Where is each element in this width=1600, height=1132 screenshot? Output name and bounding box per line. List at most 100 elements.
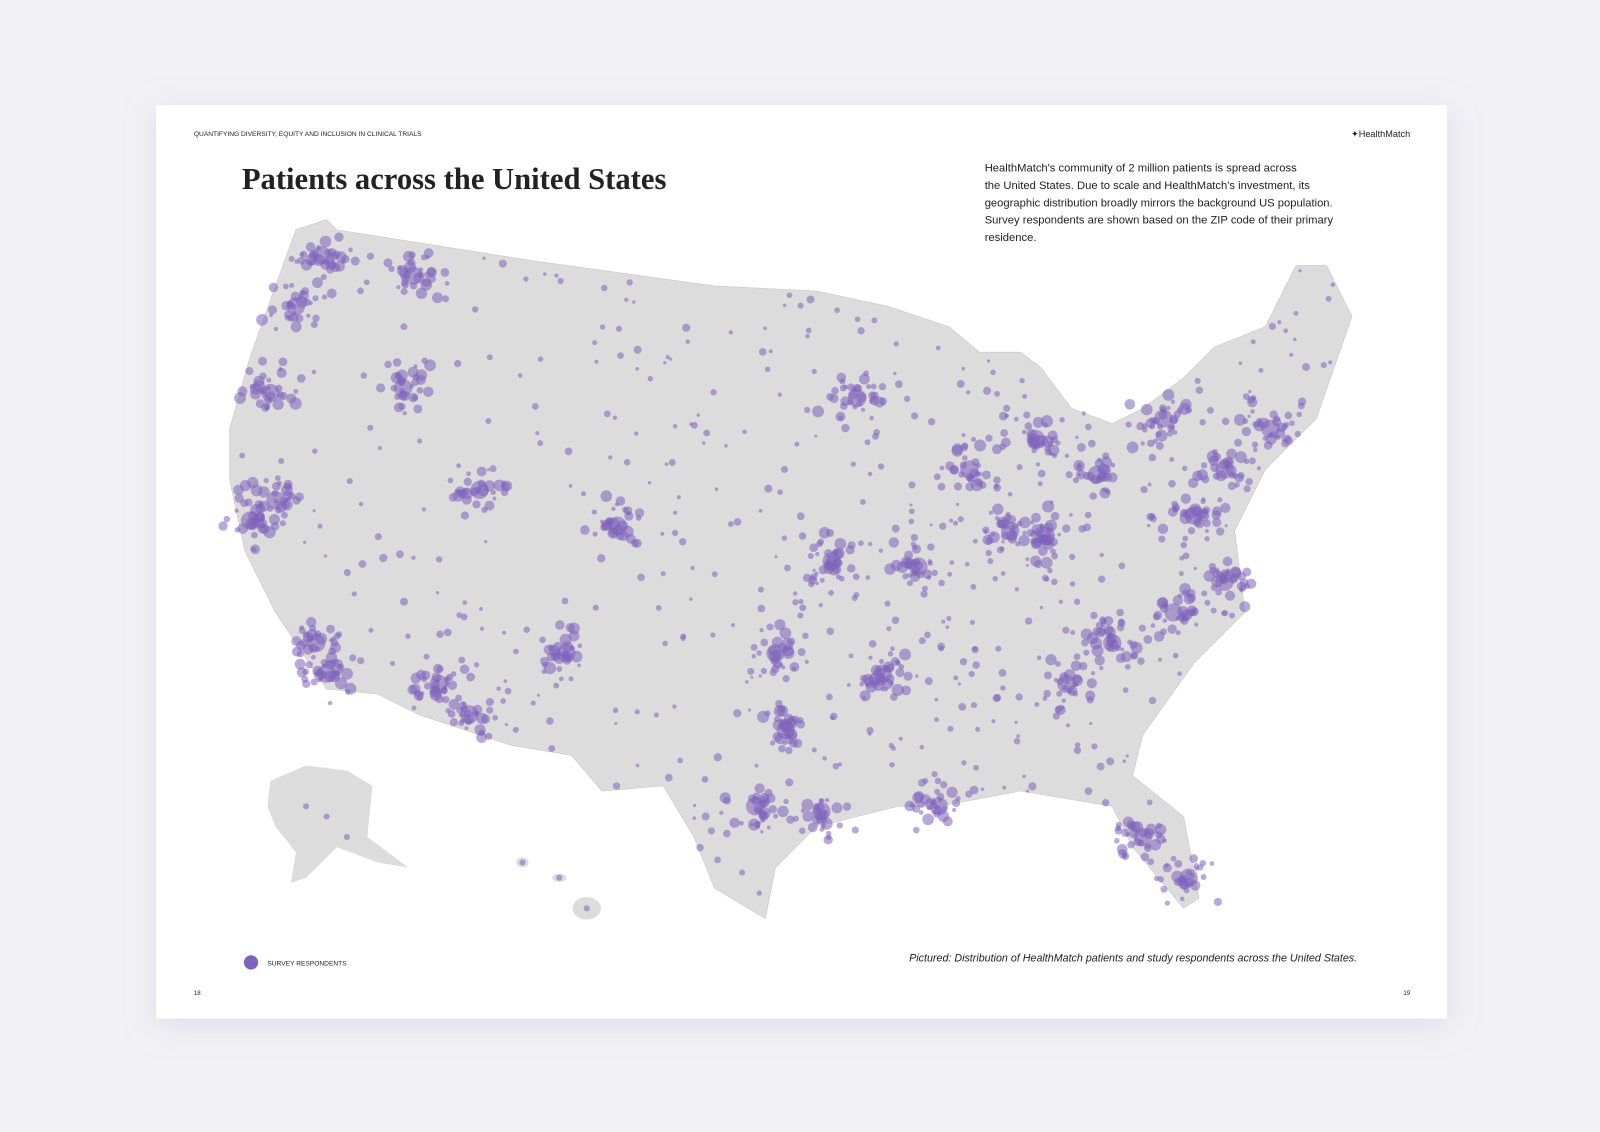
respondent-dot [442,295,450,303]
respondent-dot [1221,417,1230,426]
respondent-dot [328,638,334,643]
respondent-dot [848,653,854,659]
respondent-dot [911,412,919,420]
respondent-dot [1130,652,1137,660]
respondent-dot [672,704,677,709]
respondent-dot [758,674,762,678]
respondent-dot [924,677,933,686]
respondent-dot [750,643,758,651]
respondent-dot [1140,486,1148,494]
respondent-dot [416,387,424,394]
respondent-dot [460,613,468,621]
respondent-dot [1053,677,1059,683]
respondent-dot [692,816,697,820]
respondent-dot [266,491,285,510]
respondent-dot [1122,759,1127,764]
respondent-dot [484,539,488,544]
respondent-dot [785,746,793,755]
respondent-dot [1242,567,1252,577]
respondent-dot [1122,853,1128,859]
respondent-dot [580,525,590,535]
respondent-dot [258,486,270,498]
respondent-dot [307,633,326,653]
respondent-dot [918,810,924,815]
respondent-dot [847,388,867,408]
respondent-dot [1215,588,1222,596]
respondent-dot [289,282,295,289]
respondent-dot [1237,472,1245,480]
respondent-dot [358,560,367,568]
respondent-dot [835,574,841,580]
respondent-dot [859,690,871,702]
respondent-dot [918,637,926,645]
respondent-dot [1084,423,1092,431]
respondent-dot [847,383,855,391]
respondent-dot [1065,723,1070,728]
respondent-dot [783,798,789,805]
respondent-dot [421,507,427,512]
respondent-dot [435,556,443,563]
respondent-dot [812,405,824,418]
respondent-dot [819,826,825,832]
respondent-dot [323,554,328,558]
respondent-dot [1022,530,1027,536]
respondent-dot [866,384,872,390]
respondent-dot [757,604,766,613]
respondent-dot [794,441,800,447]
respondent-dot [1106,757,1115,766]
respondent-dot [461,701,466,707]
respondent-dot [568,676,574,682]
respondent-dot [317,523,323,529]
respondent-dot [865,575,871,580]
respondent-dot [1118,562,1126,570]
body-line: residence. [985,232,1037,244]
respondent-dot [903,395,911,403]
respondent-dot [990,369,996,376]
respondent-dot [908,508,915,515]
respondent-dot [835,411,846,422]
respondent-dot [1021,429,1027,435]
respondent-dot [306,313,311,318]
respondent-dot [760,830,764,834]
respondent-dot [812,802,831,821]
respondent-dot [293,388,299,394]
respondent-dot [1090,671,1096,676]
respondent-dot [843,384,848,390]
respondent-dot [664,773,673,782]
respondent-dot [888,537,899,548]
respondent-dot [350,256,360,266]
respondent-dot [1116,608,1124,617]
respondent-dot [512,726,519,733]
respondent-dot [568,484,573,488]
respondent-dot [280,511,288,519]
respondent-dot [476,466,487,477]
respondent-dot [601,284,608,292]
respondent-dot [1220,502,1231,513]
respondent-dot [463,477,472,486]
respondent-dot [1153,875,1160,882]
respondent-dot [949,518,954,523]
respondent-dot [727,521,734,528]
respondent-dot [261,383,280,403]
respondent-dot [778,744,786,753]
respondent-dot [296,374,306,383]
respondent-dot [812,568,816,572]
respondent-dot [411,394,419,401]
respondent-dot [1200,874,1207,880]
respondent-dot [310,321,318,329]
respondent-dot [662,640,668,647]
respondent-dot [992,575,998,582]
respondent-dot [1019,377,1025,384]
respondent-dot [267,305,278,315]
respondent-dot [466,672,476,682]
respondent-dot [453,359,462,368]
respondent-dot [975,726,981,732]
respondent-dot [1169,457,1175,462]
respondent-dot [802,632,809,640]
respondent-dot [1022,774,1026,779]
respondent-dot [822,756,827,761]
respondent-dot [953,675,959,681]
respondent-dot [889,762,895,768]
body-line: the United States. Due to scale and Heal… [985,180,1311,192]
respondent-dot [719,810,724,815]
